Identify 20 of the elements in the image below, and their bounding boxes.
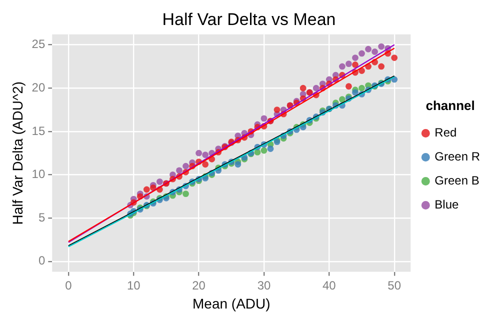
x-axis-title: Mean (ADU) [192,295,270,312]
y-tick-label: 15 [32,124,46,138]
legend-label: Green B [434,174,480,188]
y-tick-label: 20 [32,80,46,94]
legend-title: channel [426,98,475,113]
x-tick-label: 10 [126,278,141,292]
chart-title: Half Var Delta vs Mean [162,10,336,29]
x-tick-label: 40 [322,278,336,292]
y-tick-label: 0 [38,254,46,268]
x-tick-label: 50 [388,278,402,292]
legend-label: Green R [434,150,480,164]
y-tick-label: 5 [38,210,46,224]
legend-label: Blue [434,198,459,212]
y-tick-label: 25 [32,37,46,52]
y-tick-label: 10 [32,167,46,182]
legend-label: Red [434,126,457,140]
x-tick-label: 20 [192,278,206,292]
x-tick-label: 30 [257,278,271,292]
x-tick-label: 0 [65,278,72,292]
y-axis-title: Half Var Delta (ADU^2) [9,81,26,225]
